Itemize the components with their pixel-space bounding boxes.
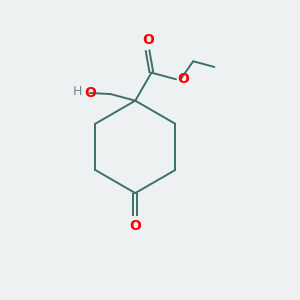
Text: O: O xyxy=(142,33,154,47)
Text: O: O xyxy=(84,86,96,100)
Text: O: O xyxy=(129,219,141,233)
Text: H: H xyxy=(73,85,82,98)
Text: O: O xyxy=(177,72,189,86)
